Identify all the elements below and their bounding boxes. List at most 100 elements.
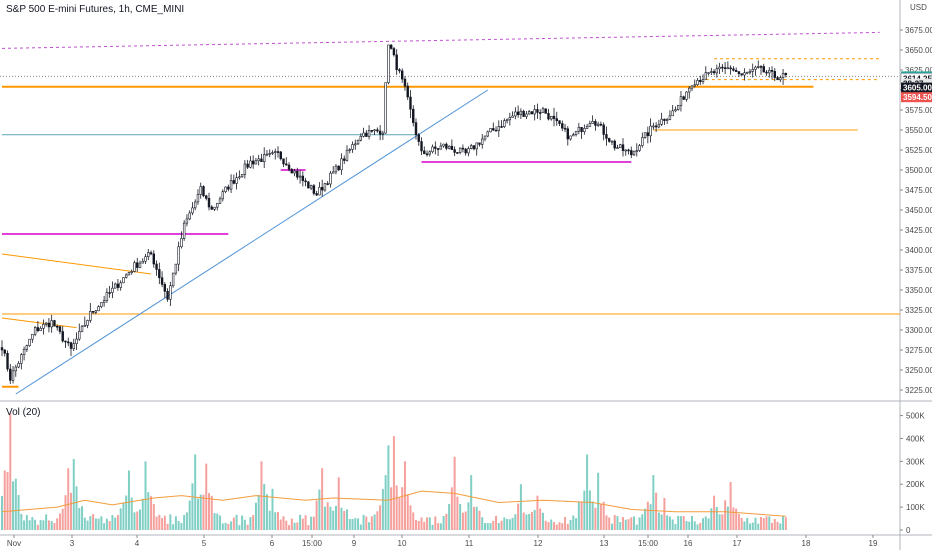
volume-bar (713, 495, 716, 530)
volume-bar (655, 492, 658, 530)
candle-body (745, 71, 749, 74)
price-tick-label: 3625.00 (905, 66, 932, 75)
price-tick-label: 3525.00 (905, 146, 932, 155)
candle-body (632, 150, 636, 156)
volume-bar (351, 519, 354, 530)
candle-body (279, 151, 282, 160)
candle-body (759, 66, 763, 68)
candle-body (243, 163, 247, 175)
candle-body (649, 125, 652, 137)
time-tick-label: Nov (7, 539, 21, 548)
volume-bar (599, 503, 602, 530)
volume-bar (288, 525, 291, 530)
candle-body (643, 132, 647, 138)
volume-bar (475, 506, 478, 530)
candle-body (748, 71, 752, 73)
volume-bar (246, 524, 249, 530)
candle-body (447, 145, 451, 149)
candle-body (251, 160, 255, 165)
volume-bar (105, 518, 108, 530)
candle-body (726, 67, 730, 70)
candle-body (125, 274, 128, 278)
volume-bar (340, 507, 343, 530)
volume-bar (472, 506, 475, 530)
volume-bar (133, 512, 136, 530)
volume-bar (426, 517, 429, 530)
candle-body (505, 119, 509, 122)
volume-bar (310, 516, 313, 530)
candle-body (3, 349, 6, 354)
volume-bar (6, 472, 9, 530)
candle-body (596, 123, 600, 126)
volume-bar (572, 515, 575, 530)
candle-body (39, 328, 42, 332)
candle-body (503, 120, 506, 127)
volume-bar (588, 490, 591, 530)
candle-body (588, 123, 592, 127)
candle-body (765, 71, 768, 74)
candle-body (309, 185, 313, 189)
candle-body (707, 72, 710, 74)
candle-body (28, 338, 31, 346)
candle-body (265, 153, 269, 156)
volume-bar (569, 519, 572, 530)
candle-body (519, 110, 523, 116)
volume-bar (152, 503, 155, 530)
candle-body (538, 112, 542, 114)
volume-bar (762, 518, 765, 530)
volume-bar (277, 512, 279, 530)
candle-body (773, 71, 777, 78)
volume-bar (622, 517, 624, 530)
candle-body (475, 142, 478, 150)
volume-tick-label: 0 (906, 526, 911, 535)
volume-bar (208, 493, 210, 530)
volume-bar (630, 517, 633, 530)
volume-bar (726, 506, 729, 530)
candle-body (450, 145, 454, 150)
candle-body (196, 194, 200, 203)
candle-body (55, 325, 59, 328)
candle-body (20, 354, 23, 364)
candle-body (696, 79, 699, 86)
candle-body (100, 302, 103, 307)
volume-bar (497, 523, 500, 530)
volume-bar (227, 523, 230, 530)
candle-body (671, 110, 674, 117)
volume-bar (776, 521, 779, 530)
volume-bar (368, 522, 371, 530)
candle-body (64, 340, 67, 343)
volume-bar (558, 522, 561, 530)
volume-bar (232, 517, 235, 530)
volume-bar (58, 513, 61, 530)
candles-layer (0, 44, 788, 385)
candle-body (119, 282, 122, 288)
volume-bar (724, 500, 727, 530)
candle-body (442, 143, 445, 147)
candle-body (555, 118, 558, 121)
candle-body (348, 149, 351, 151)
candle-body (721, 66, 724, 69)
volume-bar (83, 517, 86, 530)
volume-bar (508, 519, 511, 530)
candle-body (627, 149, 630, 152)
candle-body (544, 108, 547, 114)
volume-bar (575, 518, 578, 530)
volume-bar (166, 523, 169, 530)
volume-bar (210, 495, 213, 530)
candle-body (768, 70, 771, 74)
volume-bar (28, 520, 31, 530)
volume-bar (263, 483, 266, 530)
candle-body (682, 96, 685, 100)
volume-bar (693, 521, 696, 530)
volume-bar (566, 523, 569, 530)
volume-bar (657, 512, 660, 530)
volume-bar (12, 481, 15, 530)
candle-body (566, 128, 570, 140)
time-tick-label: 9 (352, 539, 357, 548)
volume-bar (704, 516, 707, 530)
volume-bar (122, 502, 125, 530)
candle-body (365, 132, 368, 137)
candle-body (199, 186, 202, 195)
